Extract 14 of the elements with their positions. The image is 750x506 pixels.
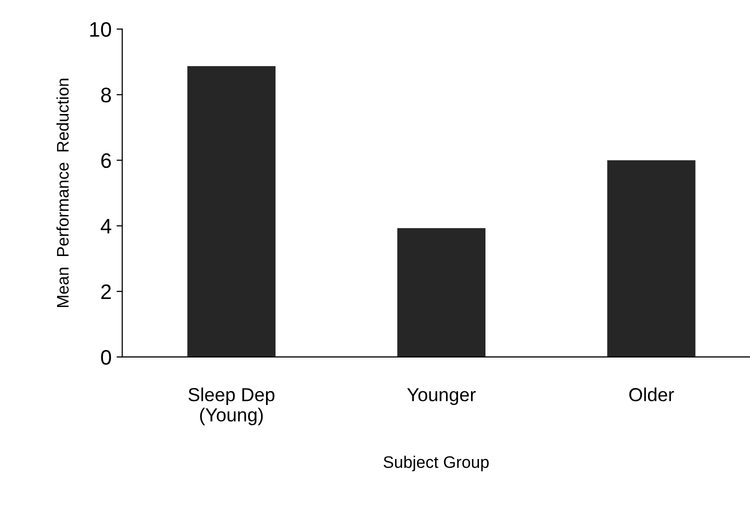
y-tick-label: 2 [101,284,111,299]
y-axis-title: Mean Performance Reduction [56,78,69,307]
x-tick-label: Sleep Dep (Young) [188,388,274,426]
x-axis-title: Subject Group [384,456,489,472]
bar [187,66,276,357]
y-tick-label: 0 [101,350,112,365]
y-tick-label: 4 [100,219,112,234]
y-tick-label: 8 [101,88,111,102]
y-tick-label: 6 [101,153,111,168]
bar [607,160,696,357]
x-tick-label: Younger [407,388,476,406]
bar [397,228,486,357]
y-tick-label: 10 [90,22,112,37]
x-tick-label: Older [629,388,674,402]
